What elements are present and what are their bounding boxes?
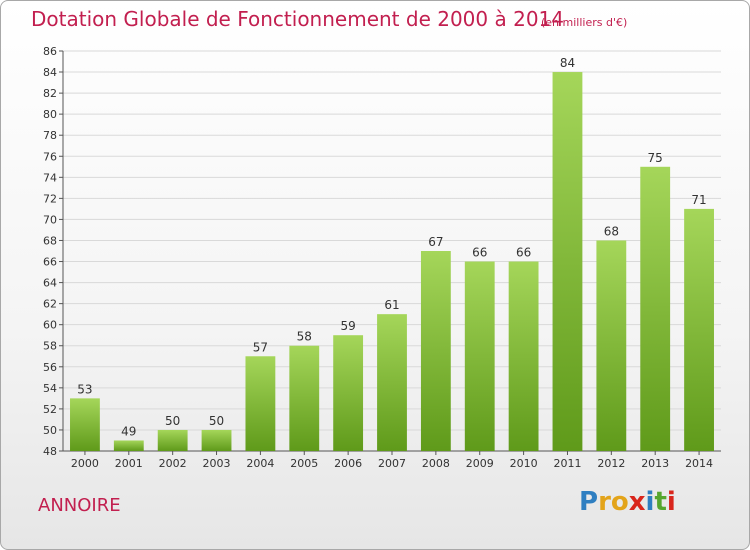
y-tick-label: 76 [43, 150, 57, 163]
bar-2007 [377, 314, 407, 451]
y-tick-label: 70 [43, 213, 57, 226]
chart-subtitle: (en milliers d'€) [541, 16, 628, 29]
y-tick-label: 58 [43, 340, 57, 353]
y-tick-label: 66 [43, 256, 57, 269]
proxiti-logo: Proxiti [579, 487, 676, 517]
value-label-2002: 50 [165, 414, 180, 428]
y-tick-label: 54 [43, 382, 57, 395]
x-tick-label-2003: 2003 [203, 457, 231, 470]
x-tick-label-2004: 2004 [246, 457, 274, 470]
y-tick-label: 62 [43, 298, 57, 311]
x-tick-label-2007: 2007 [378, 457, 406, 470]
y-tick-label: 64 [43, 277, 57, 290]
bar-2011 [552, 72, 583, 451]
y-tick-label: 72 [43, 192, 57, 205]
place-name: ANNOIRE [38, 495, 121, 516]
value-label-2004: 57 [253, 340, 268, 354]
value-label-2014: 71 [691, 193, 706, 207]
value-label-2009: 66 [472, 246, 487, 260]
value-labels: 53 49 50 50 57 58 59 61 67 66 66 84 68 75 71 [77, 56, 706, 438]
value-label-2010: 66 [516, 246, 531, 260]
value-label-2007: 61 [384, 298, 399, 312]
y-tick-label: 74 [43, 171, 57, 184]
value-label-2000: 53 [77, 382, 92, 396]
y-tick-label: 82 [43, 87, 57, 100]
y-tick-label: 84 [43, 66, 57, 79]
x-axis-ticks: 2000 2001 2002 2003 2004 2005 2006 2007 2008 2009… [71, 451, 713, 470]
value-label-2013: 75 [648, 151, 663, 165]
y-tick-label: 78 [43, 129, 57, 142]
value-label-2008: 67 [428, 235, 443, 249]
x-tick-label-2012: 2012 [597, 457, 625, 470]
value-label-2003: 50 [209, 414, 224, 428]
bars [70, 72, 714, 451]
x-tick-label-2005: 2005 [290, 457, 318, 470]
value-label-2012: 68 [604, 224, 619, 238]
y-tick-label: 60 [43, 319, 57, 332]
value-label-2006: 59 [340, 319, 355, 333]
logo-letter: P [579, 487, 599, 517]
y-tick-label: 52 [43, 403, 57, 416]
logo-letter: i [666, 487, 676, 517]
bar-2013 [640, 166, 671, 451]
bar-2006 [333, 335, 364, 451]
y-tick-label: 86 [43, 45, 57, 58]
y-axis-ticks: 48 50 52 54 56 58 60 62 64 66 68 70 72 74 76 78 80 82 84 86 [43, 45, 63, 458]
x-tick-label-2000: 2000 [71, 457, 99, 470]
x-tick-label-2011: 2011 [553, 457, 581, 470]
bar-2012 [596, 240, 627, 451]
logo-letter: o [610, 487, 629, 517]
logo-letter: x [628, 487, 646, 517]
y-tick-label: 48 [43, 445, 57, 458]
value-label-2011: 84 [560, 56, 575, 70]
bar-2010 [508, 261, 539, 451]
value-label-2005: 58 [297, 330, 312, 344]
bar-2004 [245, 356, 276, 451]
x-tick-label-2006: 2006 [334, 457, 362, 470]
bar-2009 [464, 261, 495, 451]
bar-2000 [70, 398, 100, 451]
bar-2001 [113, 440, 144, 451]
y-tick-label: 56 [43, 361, 57, 374]
x-tick-label-2009: 2009 [466, 457, 494, 470]
logo-letter: i [645, 487, 655, 517]
bar-2014 [684, 208, 714, 451]
bar-2008 [420, 251, 451, 451]
y-tick-label: 50 [43, 424, 57, 437]
x-tick-label-2008: 2008 [422, 457, 450, 470]
y-tick-label: 68 [43, 234, 57, 247]
y-tick-label: 80 [43, 108, 57, 121]
x-tick-label-2002: 2002 [159, 457, 187, 470]
x-tick-label-2001: 2001 [115, 457, 143, 470]
chart-title: Dotation Globale de Fonctionnement de 20… [31, 7, 564, 31]
x-tick-label-2014: 2014 [685, 457, 713, 470]
bar-2002 [157, 429, 188, 451]
bar-2003 [201, 429, 232, 451]
x-tick-label-2013: 2013 [641, 457, 669, 470]
bar-2005 [289, 345, 320, 451]
logo-letter: r [598, 487, 611, 517]
value-label-2001: 49 [121, 424, 136, 438]
logo-letter: t [654, 487, 667, 517]
x-tick-label-2010: 2010 [510, 457, 538, 470]
